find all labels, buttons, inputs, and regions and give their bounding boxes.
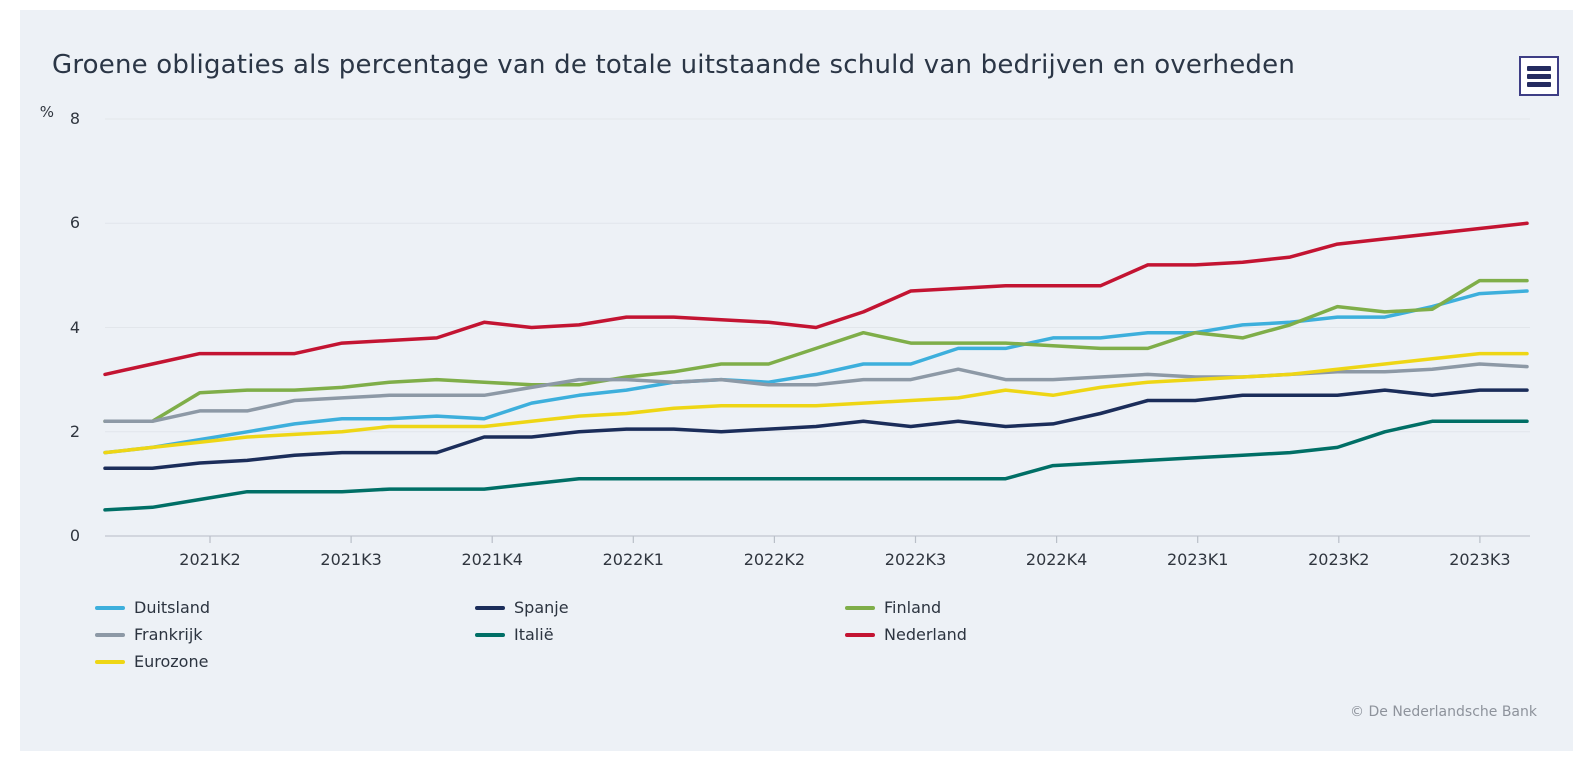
legend-label: Frankrijk: [134, 625, 203, 644]
hamburger-menu-icon: [1527, 65, 1551, 87]
copyright-notice: © De Nederlandsche Bank: [1350, 704, 1537, 720]
series-line-duitsland: [103, 289, 1529, 455]
legend-label: Italië: [514, 625, 554, 644]
x-axis-tick-label: 2022K3: [884, 550, 947, 569]
x-axis-tick-label: 2022K2: [743, 550, 806, 569]
legend-marker: [95, 605, 125, 610]
legend-marker: [475, 632, 505, 637]
legend-item-spanje[interactable]: Spanje: [475, 594, 845, 621]
chart-legend: Duitsland Spanje Finland Frankrijk Italië Ned…: [95, 594, 967, 675]
x-axis-tick-label: 2023K2: [1308, 550, 1370, 569]
legend-marker: [475, 605, 505, 610]
legend-label: Duitsland: [134, 598, 211, 617]
series-line-italië: [103, 419, 1529, 512]
legend-label: Finland: [884, 598, 942, 617]
chart-panel: Groene obligaties als percentage van de …: [20, 10, 1573, 751]
legend-item-finland[interactable]: Finland: [845, 594, 967, 621]
series-line-finland: [103, 278, 1529, 424]
series-line-spanje: [103, 388, 1529, 470]
legend-marker: [845, 605, 875, 610]
legend-item-eurozone[interactable]: Eurozone: [95, 648, 475, 675]
legend-label: Eurozone: [134, 652, 209, 671]
y-axis-tick-label: 0: [69, 526, 80, 545]
y-axis-tick-label: 2: [69, 421, 80, 441]
legend-marker: [95, 659, 125, 664]
legend-label: Nederland: [884, 625, 967, 644]
chart-title: Groene obligaties als percentage van de …: [52, 50, 1295, 80]
legend-marker: [845, 632, 875, 637]
x-axis-tick-label: 2021K3: [320, 550, 382, 569]
legend-label: Spanje: [514, 598, 569, 617]
legend-item-italië[interactable]: Italië: [475, 621, 845, 648]
line-chart-plot: [103, 118, 1530, 543]
x-axis-tick-label: 2023K1: [1166, 550, 1229, 569]
legend-item-duitsland[interactable]: Duitsland: [95, 594, 475, 621]
series-line-nederland: [103, 221, 1529, 377]
x-axis-tick-label: 2022K1: [602, 550, 664, 569]
y-axis-tick-label: 6: [69, 213, 80, 233]
y-axis-tick-label: 4: [69, 317, 80, 337]
x-axis-tick-label: 2023K3: [1449, 550, 1511, 569]
legend-item-nederland[interactable]: Nederland: [845, 621, 967, 648]
y-axis-unit-label: %: [39, 103, 54, 121]
y-axis-tick-label: 8: [69, 109, 80, 128]
x-axis-tick-label: 2021K2: [179, 550, 241, 569]
legend-item-frankrijk[interactable]: Frankrijk: [95, 621, 475, 648]
x-axis-tick-label: 2021K4: [461, 550, 523, 569]
chart-context-menu-button[interactable]: [1519, 56, 1559, 96]
x-axis-tick-label: 2022K4: [1025, 550, 1088, 569]
legend-marker: [95, 632, 125, 637]
series-line-eurozone: [103, 351, 1529, 455]
